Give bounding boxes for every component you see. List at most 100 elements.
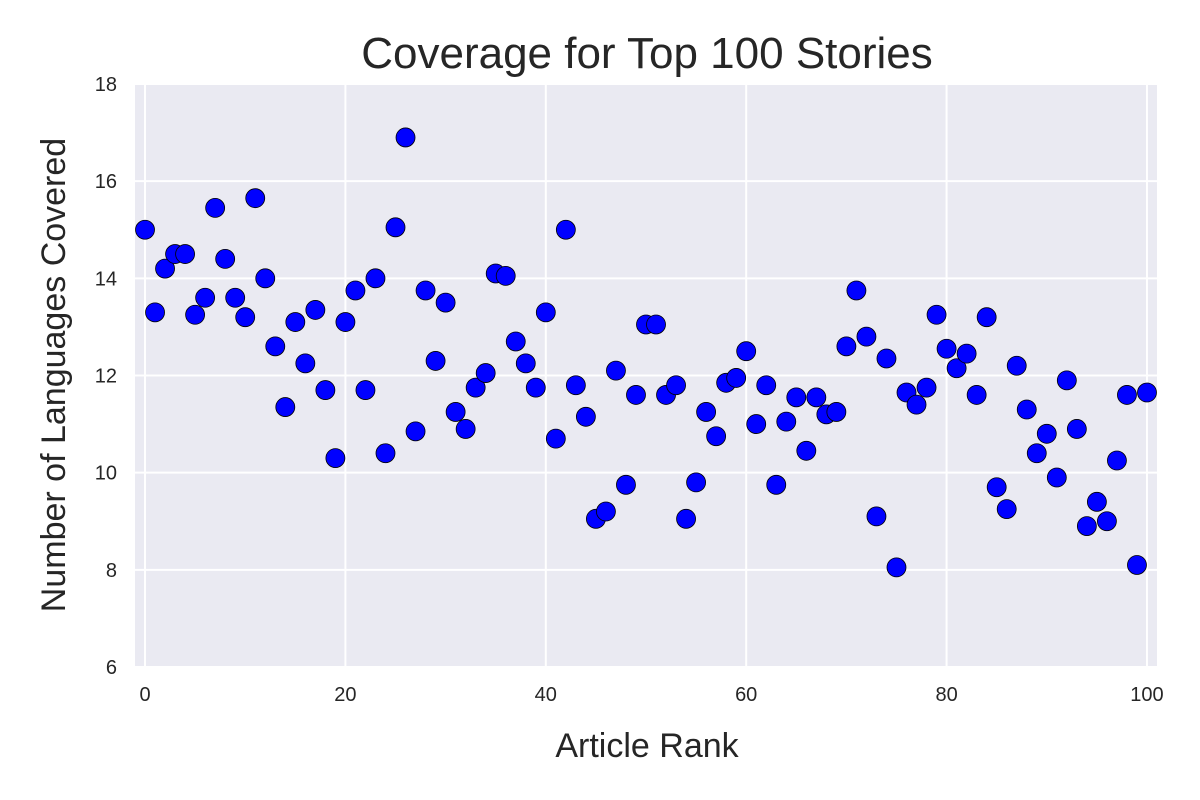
data-point — [616, 474, 636, 495]
data-point — [756, 375, 777, 396]
data-point — [1107, 450, 1127, 471]
data-point — [916, 377, 937, 398]
data-point — [445, 402, 466, 422]
data-point — [175, 244, 195, 264]
data-point — [1097, 511, 1117, 532]
data-point — [535, 302, 556, 323]
data-point — [1127, 555, 1147, 575]
data-point — [1036, 423, 1057, 444]
x-tick-label: 40 — [535, 684, 557, 706]
data-point — [946, 358, 967, 379]
data-point — [345, 280, 366, 301]
data-point — [355, 380, 376, 400]
data-point — [786, 387, 807, 408]
grid-lines — [135, 83, 1157, 668]
data-point — [505, 331, 526, 352]
y-tick-labels: 6 8 10 12 14 16 18 — [95, 74, 117, 679]
data-point — [1137, 382, 1157, 403]
data-point — [1117, 385, 1137, 405]
data-point — [425, 351, 446, 371]
data-point — [956, 343, 977, 364]
y-tick-label: 12 — [95, 366, 117, 388]
data-point — [1086, 491, 1107, 512]
data-point — [465, 377, 486, 398]
data-point — [1026, 443, 1047, 464]
y-axis-label: Number of Languages Covered — [35, 138, 73, 612]
data-point — [726, 368, 747, 388]
data-point — [906, 394, 927, 415]
data-point — [646, 314, 666, 335]
data-point — [676, 508, 696, 529]
data-point — [1006, 355, 1027, 376]
data-point — [415, 280, 436, 301]
data-point — [395, 127, 416, 148]
x-tick-label: 20 — [334, 684, 356, 706]
data-point — [475, 363, 496, 383]
data-point — [1066, 419, 1087, 439]
data-point — [876, 348, 897, 369]
data-points — [135, 127, 1157, 578]
data-point — [185, 304, 206, 325]
data-point — [766, 474, 787, 495]
data-point — [235, 307, 256, 328]
data-point — [746, 414, 767, 434]
data-point — [936, 338, 957, 359]
data-point — [545, 428, 566, 449]
data-point — [515, 353, 536, 374]
data-point — [806, 387, 827, 408]
data-point — [375, 443, 396, 464]
data-point — [245, 188, 266, 209]
data-point — [856, 326, 877, 347]
x-tick-labels: 0 20 40 60 80 100 — [139, 684, 1163, 706]
data-point — [736, 341, 757, 362]
data-point — [215, 248, 236, 269]
data-point — [335, 312, 356, 332]
y-tick-label: 6 — [106, 657, 117, 679]
data-point — [365, 268, 386, 289]
data-point — [195, 287, 216, 308]
data-point — [385, 217, 406, 238]
x-axis-label: Article Rank — [555, 727, 739, 765]
x-tick-label: 80 — [935, 684, 957, 706]
data-point — [996, 499, 1017, 520]
data-point — [525, 377, 546, 398]
data-point — [205, 197, 226, 218]
data-point — [1076, 516, 1097, 537]
data-point — [986, 477, 1007, 498]
data-point — [405, 421, 426, 442]
data-point — [275, 397, 296, 417]
data-point — [926, 304, 947, 325]
data-point — [155, 258, 175, 279]
data-point — [435, 292, 456, 313]
data-point — [1046, 467, 1067, 488]
data-point — [295, 353, 316, 374]
data-point — [495, 266, 516, 286]
data-point — [455, 419, 476, 439]
x-tick-label: 60 — [735, 684, 757, 706]
data-point — [606, 360, 626, 381]
data-point — [255, 268, 276, 289]
data-point — [826, 402, 847, 422]
chart-title: Coverage for Top 100 Stories — [361, 29, 933, 78]
data-point — [666, 375, 686, 396]
data-point — [285, 312, 306, 332]
data-point — [1016, 399, 1037, 420]
data-point — [265, 336, 286, 357]
data-point — [325, 448, 346, 468]
data-point — [796, 440, 817, 461]
data-point — [886, 557, 907, 578]
y-tick-label: 8 — [106, 560, 117, 582]
x-tick-label: 0 — [139, 684, 150, 706]
data-point — [846, 280, 867, 301]
data-point — [145, 302, 165, 323]
data-point — [696, 402, 717, 422]
y-tick-label: 16 — [95, 171, 117, 193]
data-point — [836, 336, 857, 357]
data-point — [626, 385, 646, 405]
data-point — [706, 426, 727, 447]
x-tick-label: 100 — [1130, 684, 1163, 706]
data-point — [1056, 370, 1077, 391]
y-tick-label: 10 — [95, 463, 117, 485]
data-point — [866, 506, 887, 527]
